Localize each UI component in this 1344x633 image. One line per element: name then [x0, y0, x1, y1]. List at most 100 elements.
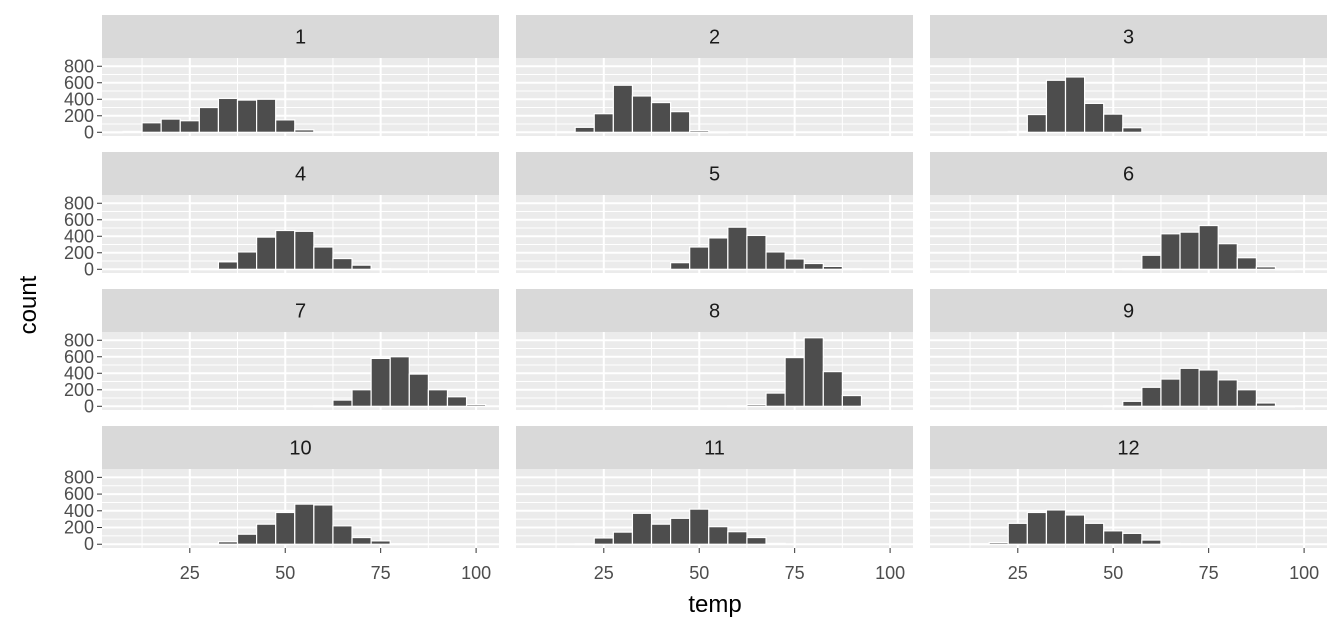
histogram-bar [784, 258, 805, 270]
histogram-bar [1122, 127, 1143, 133]
histogram-bar [1217, 379, 1238, 407]
x-tick-label: 75 [1199, 563, 1219, 583]
histogram-bar [727, 531, 748, 545]
histogram-bar [1064, 514, 1086, 545]
x-axis-title: temp [688, 591, 741, 618]
histogram-bar [294, 129, 315, 133]
facet-strip [102, 289, 499, 332]
histogram-bar [198, 106, 220, 133]
histogram-bar [1179, 543, 1200, 546]
facet-strip [930, 152, 1327, 195]
facet-panel-6: 6 [930, 152, 1327, 273]
histogram-bar [1026, 113, 1048, 133]
y-tick-label: 800 [64, 467, 94, 487]
histogram-bar [236, 251, 258, 270]
facet-strip [930, 15, 1327, 58]
histogram-bar [708, 237, 729, 270]
histogram-bar [631, 512, 653, 545]
histogram-bar [1236, 257, 1257, 270]
histogram-bar [1084, 102, 1105, 133]
facet-strip [930, 426, 1327, 469]
y-tick-label: 200 [64, 106, 94, 126]
histogram-bar [1122, 268, 1143, 271]
histogram-bar [1198, 369, 1219, 407]
histogram-bar [370, 268, 391, 271]
facet-strip-label: 9 [1123, 301, 1134, 323]
histogram-bar [351, 389, 372, 407]
histogram-bar [141, 122, 162, 133]
histogram-bar [746, 536, 767, 545]
histogram-bar [822, 265, 843, 270]
histogram-bar [122, 130, 143, 133]
facet-panel-10: 10 [102, 426, 499, 548]
x-tick-label: 50 [275, 563, 295, 583]
facet-strip-label: 2 [709, 27, 720, 49]
histogram-bar [650, 101, 672, 133]
histogram-bar [103, 131, 124, 134]
histogram-bar [650, 268, 672, 271]
x-tick-label: 100 [875, 563, 905, 583]
histogram-bar [198, 543, 220, 546]
histogram-bar [708, 526, 729, 545]
facet-panel-8: 8 [516, 289, 913, 410]
y-tick-label: 0 [84, 259, 94, 279]
histogram-bar [765, 392, 786, 407]
y-tick-label: 800 [64, 330, 94, 350]
panel-background [930, 332, 1327, 410]
facet-strip-label: 7 [295, 301, 306, 323]
histogram-bar [1045, 509, 1067, 545]
histogram-bar [1198, 224, 1219, 270]
histogram-bar [217, 97, 239, 133]
axes: 0200400600800020040060080002004006008000… [64, 56, 1319, 583]
histogram-bar [784, 356, 805, 407]
histogram-bar [236, 99, 258, 133]
histogram-bar [256, 98, 277, 133]
x-tick-label: 25 [180, 563, 200, 583]
x-tick-label: 100 [461, 563, 491, 583]
facet-strip [516, 289, 913, 332]
y-tick-label: 400 [64, 226, 94, 246]
histogram-bar [555, 131, 576, 134]
histogram-bar [689, 130, 710, 133]
y-tick-label: 600 [64, 73, 94, 93]
histogram-bar [446, 396, 468, 407]
x-tick-label: 100 [1289, 563, 1319, 583]
x-tick-label: 75 [371, 563, 391, 583]
histogram-bar [860, 405, 882, 408]
histogram-bar [313, 131, 334, 134]
facet-panel-4: 4 [102, 152, 499, 273]
histogram-bar [1179, 231, 1200, 270]
histogram-bar [294, 503, 315, 545]
histogram-bar [389, 356, 410, 407]
facet-strip-label: 8 [709, 301, 720, 323]
y-tick-label: 400 [64, 89, 94, 109]
facet-strip-label: 5 [709, 164, 720, 186]
histogram-bar [765, 251, 786, 270]
histogram-bar [1141, 539, 1162, 545]
histogram-bar [1045, 79, 1067, 133]
histogram-bar [1026, 511, 1048, 545]
x-tick-label: 25 [1008, 563, 1028, 583]
histogram-bar [746, 234, 767, 270]
y-tick-label: 400 [64, 501, 94, 521]
histogram-bar [275, 511, 296, 545]
histogram-bar [1141, 131, 1162, 134]
facet-strip [930, 289, 1327, 332]
histogram-bar [275, 119, 296, 133]
facet-strip-label: 3 [1123, 27, 1134, 49]
facet-strip [516, 15, 913, 58]
facet-panel-2: 2 [516, 15, 913, 136]
histogram-bar [313, 246, 334, 270]
y-axis-title: count [15, 275, 42, 334]
y-tick-label: 800 [64, 193, 94, 213]
y-tick-label: 0 [84, 122, 94, 142]
histogram-bar [256, 236, 277, 270]
facet-strip-label: 10 [289, 438, 311, 460]
histogram-bar [389, 543, 410, 546]
histogram-bar [408, 373, 429, 407]
histogram-bar [1084, 522, 1105, 545]
histogram-bar [727, 405, 748, 408]
histogram-bar [822, 371, 843, 407]
facet-panel-7: 7 [102, 289, 499, 410]
histogram-bar [670, 262, 691, 270]
